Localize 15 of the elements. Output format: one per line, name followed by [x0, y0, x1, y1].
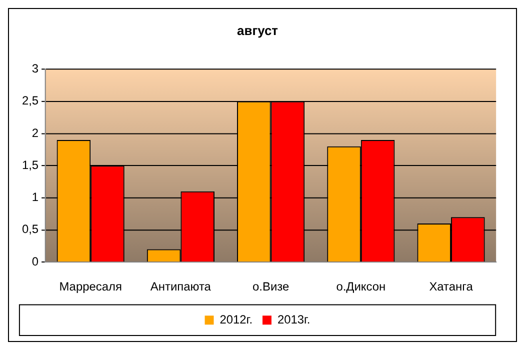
chart-title: август [237, 23, 278, 38]
x-tick-label: Антипаюта [150, 279, 212, 294]
y-tick-label: 1,5 [22, 158, 39, 172]
y-tick-label: 1 [32, 190, 39, 204]
y-tick-label: 3 [32, 62, 39, 76]
x-tick-label: о.Визе [252, 279, 290, 294]
y-tick-label: 0 [32, 254, 39, 268]
x-tick-label: Хатанга [429, 279, 474, 294]
x-tick-label: о.Диксон [336, 279, 386, 294]
legend-label: 2013г. [277, 312, 310, 326]
y-tick-label: 2,5 [22, 94, 39, 108]
y-tick-label: 0,5 [22, 222, 39, 236]
x-tick-label: Марресаля [59, 279, 122, 294]
y-tick-label: 2 [32, 126, 39, 140]
legend-label: 2012г. [220, 312, 253, 326]
